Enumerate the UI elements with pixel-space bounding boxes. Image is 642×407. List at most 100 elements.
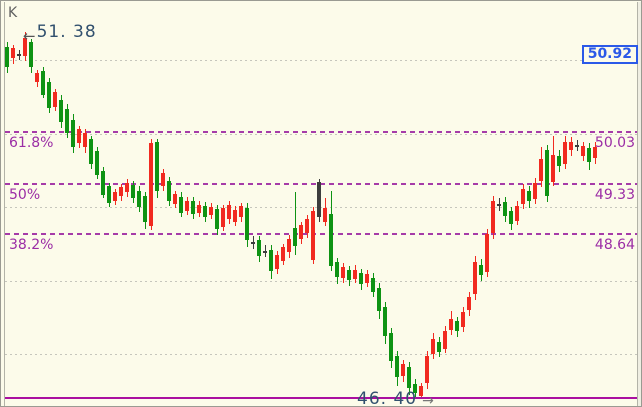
candle bbox=[359, 273, 363, 285]
candle bbox=[191, 201, 195, 215]
candle bbox=[113, 191, 117, 202]
candle bbox=[143, 196, 147, 222]
price-gridline bbox=[5, 281, 637, 282]
candle bbox=[179, 196, 183, 213]
candle bbox=[335, 262, 339, 277]
candle bbox=[551, 154, 555, 182]
current-price-value: 50.92 bbox=[587, 46, 632, 62]
candle bbox=[293, 227, 297, 246]
candle bbox=[461, 312, 465, 328]
candle bbox=[497, 204, 501, 206]
candle bbox=[515, 205, 519, 221]
support-line bbox=[5, 397, 637, 399]
candle bbox=[125, 182, 129, 193]
candle bbox=[575, 145, 579, 147]
candle bbox=[377, 287, 381, 312]
candle bbox=[59, 99, 63, 123]
candle bbox=[371, 277, 375, 292]
candle bbox=[281, 247, 285, 261]
candle bbox=[419, 385, 423, 396]
candle bbox=[587, 147, 591, 162]
candle bbox=[137, 190, 141, 207]
candle bbox=[47, 82, 51, 108]
candle bbox=[563, 141, 567, 165]
fib-line bbox=[5, 131, 637, 133]
candle bbox=[311, 210, 315, 260]
candle-wick bbox=[253, 235, 254, 249]
fib-pct-label: 50% bbox=[9, 187, 41, 203]
fib-line bbox=[5, 233, 637, 235]
right-arrow-icon: → bbox=[422, 393, 434, 407]
high-annotation: ← 51. 38 bbox=[23, 22, 97, 45]
candle bbox=[209, 207, 213, 216]
candle bbox=[557, 155, 561, 166]
fib-price-label: 48.64 bbox=[594, 237, 635, 253]
candle-wick bbox=[295, 192, 296, 256]
candle bbox=[305, 218, 309, 234]
candle-wick bbox=[265, 244, 266, 257]
price-gridline bbox=[5, 354, 637, 355]
candle bbox=[221, 207, 225, 227]
candle bbox=[353, 269, 357, 280]
candle bbox=[167, 181, 171, 202]
candle bbox=[425, 355, 429, 384]
candle bbox=[413, 384, 417, 393]
candle bbox=[395, 356, 399, 378]
candle bbox=[329, 214, 333, 266]
candle bbox=[11, 48, 15, 59]
fib-price-label: 50.03 bbox=[594, 135, 635, 151]
candle bbox=[107, 186, 111, 203]
candle bbox=[407, 366, 411, 388]
candle bbox=[347, 270, 351, 281]
low-price-label: 46. 40 bbox=[357, 389, 418, 407]
candle bbox=[509, 211, 513, 224]
candle bbox=[35, 73, 39, 82]
candle bbox=[431, 339, 435, 354]
candle bbox=[77, 129, 81, 144]
candle bbox=[521, 189, 525, 205]
candle bbox=[275, 254, 279, 270]
candle bbox=[251, 242, 255, 244]
candle bbox=[203, 206, 207, 217]
current-price-box: 50.92 bbox=[581, 45, 638, 64]
candle bbox=[437, 341, 441, 352]
candle bbox=[593, 146, 597, 158]
candle bbox=[299, 224, 303, 240]
candle bbox=[455, 320, 459, 332]
candle bbox=[161, 173, 165, 187]
candle bbox=[65, 109, 69, 133]
fib-pct-label: 61.8% bbox=[9, 135, 54, 151]
price-gridline bbox=[5, 134, 637, 135]
candle bbox=[383, 307, 387, 337]
fib-line bbox=[5, 183, 637, 185]
candle bbox=[95, 151, 99, 175]
candle bbox=[197, 204, 201, 213]
candle bbox=[533, 182, 537, 199]
candle bbox=[341, 267, 345, 279]
candle bbox=[569, 141, 573, 151]
candle bbox=[5, 46, 9, 68]
left-arrow-icon: ← bbox=[23, 26, 36, 45]
candle bbox=[485, 234, 489, 273]
candle bbox=[323, 207, 327, 222]
candle bbox=[245, 207, 249, 240]
candle bbox=[71, 120, 75, 147]
candle bbox=[263, 251, 267, 253]
low-annotation: 46. 40 → bbox=[357, 389, 434, 407]
candle bbox=[503, 201, 507, 216]
candle bbox=[467, 296, 471, 310]
indicator-label: K bbox=[8, 5, 18, 21]
fib-price-label: 49.33 bbox=[594, 187, 635, 203]
plot-right-margin bbox=[638, 2, 641, 406]
candle bbox=[233, 209, 237, 222]
candle bbox=[173, 193, 177, 205]
candle bbox=[257, 240, 261, 257]
price-gridline bbox=[5, 60, 637, 61]
candle bbox=[149, 143, 153, 227]
candle bbox=[239, 206, 243, 218]
candle bbox=[119, 187, 123, 196]
candle bbox=[101, 171, 105, 195]
candle bbox=[473, 262, 477, 294]
candle bbox=[287, 239, 291, 253]
